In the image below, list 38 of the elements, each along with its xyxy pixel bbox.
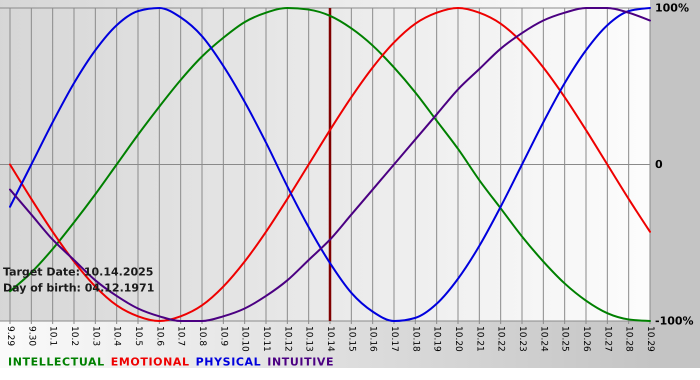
text: INTELLECTUAL — [8, 356, 105, 368]
x-tick-label: 10.7 — [176, 326, 186, 346]
x-tick-label: 10.18 — [410, 326, 420, 352]
x-tick-label: 10.21 — [474, 326, 484, 352]
x-tick-label: 10.2 — [69, 326, 79, 346]
x-tick-label: 10.27 — [602, 326, 612, 352]
x-tick-label: 9.30 — [26, 326, 36, 346]
x-tick-label: 10.29 — [645, 326, 655, 352]
x-tick-label: 10.10 — [240, 326, 250, 352]
x-tick-label: 10.12 — [282, 326, 292, 352]
x-tick-label: 10.4 — [112, 326, 122, 346]
x-tick-label: 9.29 — [5, 326, 15, 346]
x-tick-label: 10.1 — [48, 326, 58, 346]
x-tick-label: 10.23 — [517, 326, 527, 352]
x-tick-label: 10.22 — [496, 326, 506, 352]
y-tick-label: -100% — [655, 314, 694, 328]
text: EMOTIONAL — [110, 356, 190, 368]
x-tick-label: 10.24 — [538, 326, 548, 352]
x-tick-label: 10.17 — [389, 326, 399, 352]
x-tick-label: 10.3 — [90, 326, 100, 346]
y-tick-label: 0 — [655, 158, 663, 171]
text: PHYSICAL — [196, 356, 262, 368]
x-tick-label: 10.11 — [261, 326, 271, 352]
x-tick-label: 10.8 — [197, 326, 207, 346]
x-tick-label: 10.26 — [581, 326, 591, 352]
x-tick-label: 10.5 — [133, 326, 143, 346]
y-tick-label: 100% — [655, 2, 689, 14]
x-tick-label: 10.13 — [304, 326, 314, 352]
x-tick-label: 10.20 — [453, 326, 463, 352]
x-tick-label: 10.25 — [560, 326, 570, 352]
x-tick-label: 10.6 — [154, 326, 164, 346]
x-tick-label: 10.15 — [346, 326, 356, 352]
text: INTUITIVE — [267, 356, 334, 368]
x-tick-label: 10.28 — [624, 326, 634, 352]
x-tick-label: 10.19 — [432, 326, 442, 352]
x-tick-label: 10.14 — [325, 326, 335, 352]
x-tick-label: 10.16 — [368, 326, 378, 352]
x-tick-label: 10.9 — [218, 326, 228, 346]
